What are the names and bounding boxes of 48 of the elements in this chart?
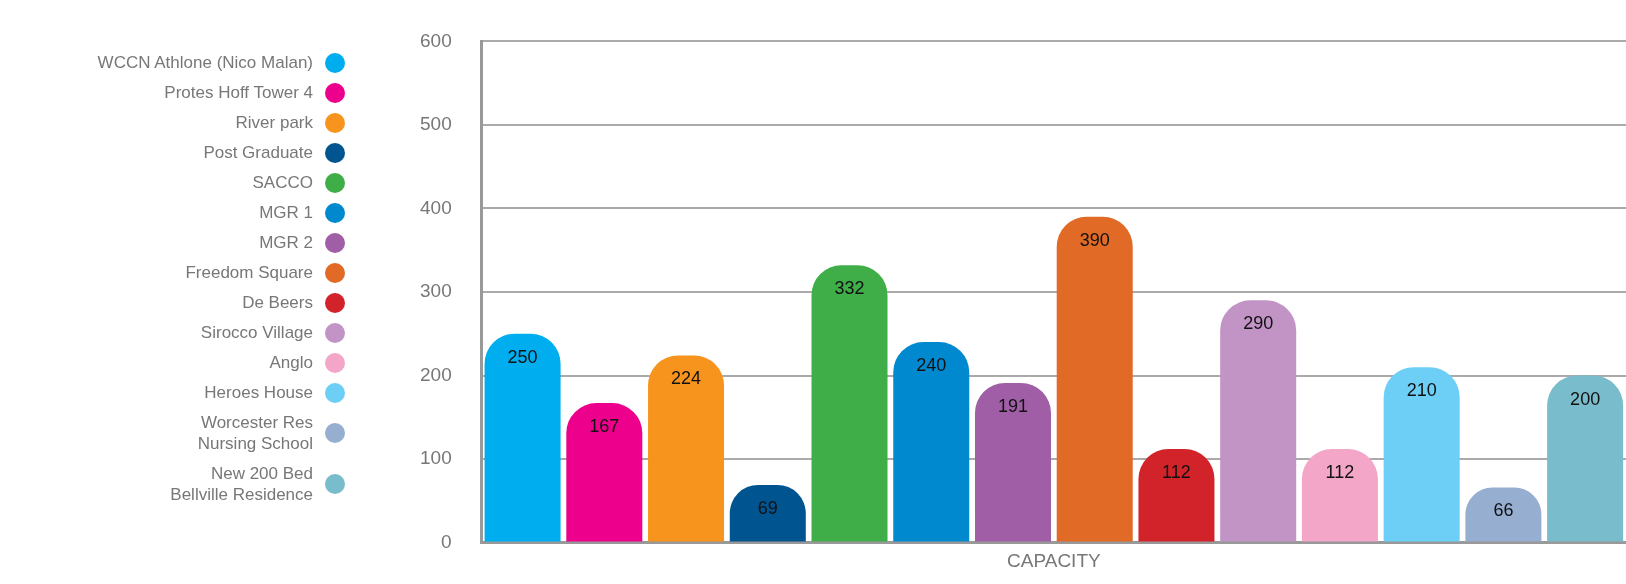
legend-label: De Beers bbox=[242, 292, 313, 313]
bar bbox=[1056, 216, 1133, 542]
data-label: 191 bbox=[997, 396, 1029, 417]
y-tick-label: 600 bbox=[420, 29, 452, 51]
data-label: 112 bbox=[1162, 462, 1191, 483]
bar bbox=[974, 383, 1051, 542]
y-tick-label: 400 bbox=[420, 196, 452, 218]
data-label: 200 bbox=[1570, 388, 1601, 409]
bar bbox=[1383, 367, 1460, 542]
legend-label: Anglo bbox=[269, 352, 313, 373]
bar bbox=[811, 265, 888, 542]
y-tick-label: 200 bbox=[420, 363, 452, 385]
legend-label: Post Graduate bbox=[203, 142, 313, 163]
x-axis-title: CAPACITY bbox=[1007, 550, 1101, 572]
legend-label: Heroes House bbox=[204, 382, 313, 403]
data-label: 69 bbox=[757, 497, 778, 518]
legend-label: Freedom Square bbox=[185, 262, 313, 283]
bar bbox=[566, 403, 643, 542]
legend-label: MGR 2 bbox=[259, 232, 313, 253]
y-tick-label: 500 bbox=[420, 113, 452, 135]
legend-label: WCCN Athlone (Nico Malan) bbox=[97, 52, 313, 73]
data-label: 290 bbox=[1243, 313, 1274, 334]
bar bbox=[1220, 300, 1297, 542]
data-label: 240 bbox=[916, 355, 947, 376]
y-tick-label: 0 bbox=[441, 530, 452, 552]
legend-label: New 200 Bed Bellville Residence bbox=[170, 463, 313, 505]
legend-label: SACCO bbox=[252, 172, 313, 193]
bar bbox=[1301, 449, 1378, 542]
legend-label: Worcester Res Nursing School bbox=[197, 412, 313, 454]
data-label: 250 bbox=[507, 346, 538, 367]
y-tick-label: 300 bbox=[420, 280, 452, 302]
data-label: 390 bbox=[1079, 229, 1110, 250]
legend-label: Protes Hoff Tower 4 bbox=[164, 82, 313, 103]
data-label: 210 bbox=[1406, 380, 1437, 401]
legend-label: MGR 1 bbox=[259, 202, 313, 223]
y-tick-label: 100 bbox=[420, 447, 452, 469]
bar bbox=[1138, 449, 1215, 542]
data-label: 66 bbox=[1493, 500, 1514, 521]
legend-label: Sirocco Village bbox=[200, 322, 313, 343]
bar bbox=[1547, 375, 1624, 542]
data-label: 167 bbox=[589, 416, 620, 437]
bar bbox=[484, 333, 561, 542]
data-label: 224 bbox=[671, 368, 702, 389]
data-label: 332 bbox=[834, 278, 865, 299]
data-label: 112 bbox=[1325, 462, 1355, 483]
bar bbox=[893, 342, 970, 542]
bar bbox=[648, 355, 725, 542]
legend-label: River park bbox=[235, 112, 313, 133]
